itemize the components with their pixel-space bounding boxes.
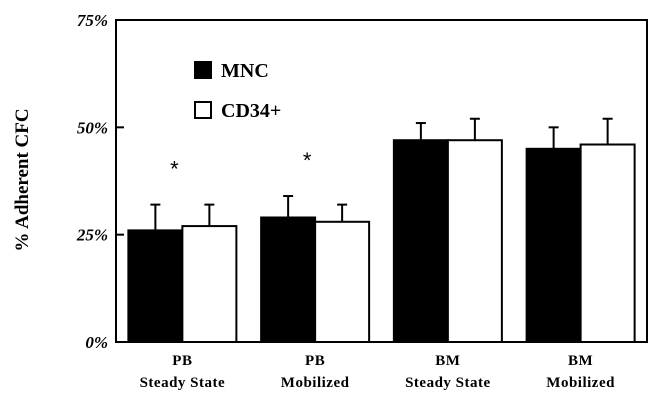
- category-label-line1: PB: [172, 353, 192, 369]
- y-tick-label: 75%: [77, 11, 108, 30]
- category-label-line2: Mobilized: [546, 375, 615, 391]
- y-axis-label: % Adherent CFC: [12, 108, 33, 251]
- plot-frame: [115, 19, 648, 343]
- bar-cd34-0: [181, 225, 238, 343]
- bar-mnc-2: [392, 139, 449, 343]
- legend-swatch-0: [194, 61, 212, 79]
- bar-mnc-1: [260, 216, 317, 343]
- legend-label: CD34+: [221, 100, 281, 122]
- bar-mnc-3: [525, 147, 582, 343]
- y-tick-label: 0%: [85, 333, 108, 352]
- category-label-line2: Steady State: [405, 375, 491, 391]
- bar-cd34-3: [579, 143, 636, 343]
- bar-mnc-0: [127, 229, 184, 343]
- y-tick-label: 50%: [77, 118, 108, 137]
- category-label-line2: Mobilized: [281, 375, 350, 391]
- category-label-line1: BM: [435, 353, 460, 369]
- category-label-line1: PB: [305, 353, 325, 369]
- bar-cd34-2: [446, 139, 503, 343]
- category-label-line2: Steady State: [140, 375, 226, 391]
- category-label-line1: BM: [568, 353, 593, 369]
- legend-label: MNC: [221, 60, 269, 82]
- significance-marker: *: [170, 157, 179, 182]
- y-tick-label: 25%: [76, 226, 108, 245]
- legend-swatch-1: [194, 101, 212, 119]
- significance-marker: *: [303, 148, 312, 173]
- bar-cd34-1: [314, 220, 371, 343]
